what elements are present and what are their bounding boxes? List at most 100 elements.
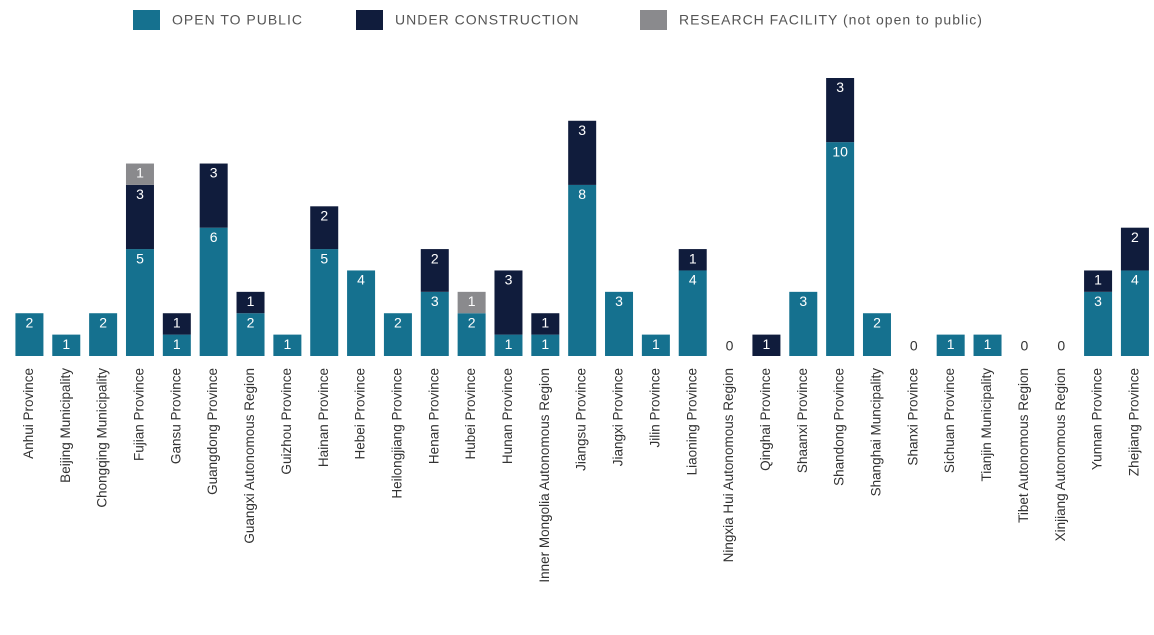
data-label: 1 xyxy=(763,336,771,352)
data-label: 2 xyxy=(394,314,402,330)
bar-segment xyxy=(1084,270,1113,292)
legend-label: UNDER CONSTRUCTION xyxy=(395,12,579,28)
bar-segment xyxy=(236,313,265,356)
data-label: 0 xyxy=(726,338,734,354)
bar-segment xyxy=(1084,291,1113,356)
x-tick-label: Guizhou Province xyxy=(279,368,294,475)
data-label: 1 xyxy=(984,336,992,352)
x-tick-label: Shanghai Muncipality xyxy=(869,368,884,497)
legend-swatch xyxy=(356,10,383,30)
data-label: 3 xyxy=(431,293,439,309)
bar-segment xyxy=(826,78,855,143)
data-label: 8 xyxy=(578,186,586,202)
data-label: 1 xyxy=(283,336,291,352)
bar-segment xyxy=(568,184,597,356)
data-label: 1 xyxy=(1094,272,1102,288)
bar-segment xyxy=(641,334,670,356)
data-label: 3 xyxy=(136,186,144,202)
bar-segment xyxy=(236,291,265,314)
x-tick-label: Beijing Municipality xyxy=(58,368,73,483)
data-label: 1 xyxy=(173,314,181,330)
data-label: 2 xyxy=(247,314,255,330)
data-label: 3 xyxy=(578,122,586,138)
bar-segment xyxy=(125,249,154,356)
data-label: 0 xyxy=(1057,338,1065,354)
x-tick-label: Ningxia Hui Autonomous Region xyxy=(721,368,736,562)
bar-segment xyxy=(494,270,523,335)
x-tick-label: Qinghai Province xyxy=(758,368,773,471)
x-tick-label: Tianjin Municipality xyxy=(979,368,994,482)
bar-segment xyxy=(273,334,302,356)
x-tick-label: Jilin Province xyxy=(647,368,662,448)
bar-segment xyxy=(531,313,560,335)
data-label: 1 xyxy=(947,336,955,352)
data-label: 1 xyxy=(652,336,660,352)
legend-swatch xyxy=(640,10,667,30)
bar-segment xyxy=(789,291,818,356)
data-label: 1 xyxy=(136,165,144,181)
data-label: 5 xyxy=(320,250,328,266)
bar-segment xyxy=(420,291,449,356)
bar-segment xyxy=(457,291,486,314)
data-label: 2 xyxy=(431,250,439,266)
bar-segment xyxy=(347,270,376,356)
bar-segment xyxy=(494,334,523,356)
data-label: 3 xyxy=(615,293,623,309)
x-tick-label: Yunnan Province xyxy=(1090,368,1105,470)
x-tick-label: Zhejiang Province xyxy=(1126,368,1141,476)
x-tick-label: Hubei Province xyxy=(463,368,478,460)
bar-segment xyxy=(826,142,855,356)
x-tick-label: Heilongjiang Province xyxy=(389,368,404,499)
x-tick-label: Jiangxi Province xyxy=(611,368,626,466)
x-tick-label: Shanxi Province xyxy=(905,368,920,466)
x-tick-label: Shandong Province xyxy=(832,368,847,486)
data-label: 4 xyxy=(357,272,365,288)
legend-swatch xyxy=(133,10,160,30)
bar-segment xyxy=(936,334,965,356)
bar-segment xyxy=(862,313,891,356)
data-label: 1 xyxy=(62,336,70,352)
bar-segment xyxy=(531,334,560,356)
data-label: 1 xyxy=(468,293,476,309)
data-label: 1 xyxy=(541,314,549,330)
x-tick-label: Hebei Province xyxy=(353,368,368,460)
x-tick-label: Guangxi Autonomous Region xyxy=(242,368,257,544)
data-label: 2 xyxy=(1131,229,1139,245)
x-tick-label: Henan Province xyxy=(426,368,441,464)
x-tick-label: Jiangsu Province xyxy=(574,368,589,471)
data-label: 3 xyxy=(799,293,807,309)
data-label: 4 xyxy=(689,272,697,288)
bar-segment xyxy=(568,120,597,185)
data-label: 0 xyxy=(910,338,918,354)
data-label: 2 xyxy=(26,314,34,330)
bar-segment xyxy=(973,334,1002,356)
bar-segment xyxy=(162,334,191,356)
data-label: 0 xyxy=(1020,338,1028,354)
data-label: 3 xyxy=(1094,293,1102,309)
data-label: 3 xyxy=(505,272,513,288)
x-tick-label: Anhui Province xyxy=(21,368,36,459)
bar-segment xyxy=(420,249,449,292)
data-label: 2 xyxy=(468,314,476,330)
data-label: 6 xyxy=(210,229,218,245)
x-tick-label: Inner Mongolia Autonomous Region xyxy=(537,368,552,583)
bar-segment xyxy=(752,334,781,356)
bar-segment xyxy=(678,249,707,271)
bar-segment xyxy=(383,313,412,356)
x-tick-label: Sichuan Province xyxy=(942,368,957,473)
data-label: 1 xyxy=(689,250,697,266)
bar-segment xyxy=(162,313,191,335)
bar-segment xyxy=(310,249,339,356)
bar-segment xyxy=(199,163,228,228)
bar-segment xyxy=(15,313,44,356)
x-tick-label: Fujian Province xyxy=(132,368,147,461)
data-label: 2 xyxy=(873,314,881,330)
data-label: 1 xyxy=(505,336,513,352)
bar-segment xyxy=(457,313,486,356)
x-tick-label: Chongqing Municipality xyxy=(95,368,110,508)
data-label: 1 xyxy=(173,336,181,352)
data-label: 1 xyxy=(541,336,549,352)
data-label: 3 xyxy=(836,79,844,95)
x-tick-label: Gansu Province xyxy=(168,368,183,464)
bar-segment xyxy=(310,206,339,250)
